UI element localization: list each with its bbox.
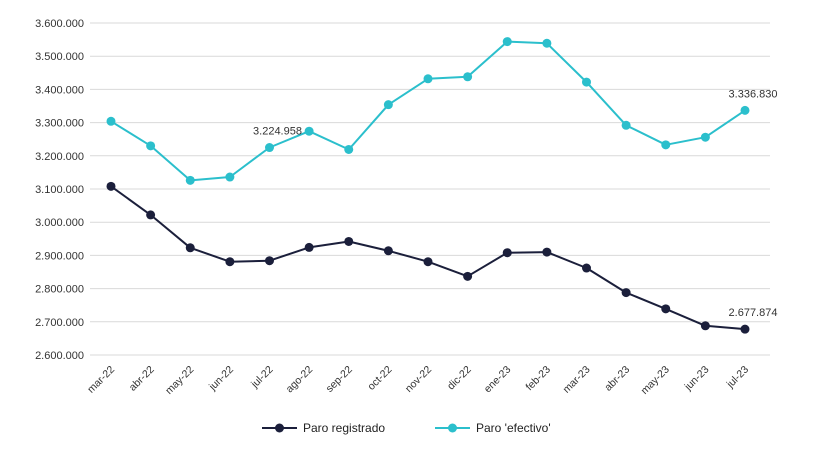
legend-swatch-marker <box>275 423 284 433</box>
data-point <box>740 105 750 115</box>
data-point <box>542 38 552 48</box>
data-point <box>463 72 473 82</box>
data-point <box>185 243 195 253</box>
data-labels: 3.224.958 3.336.830 2.677.874 <box>253 88 777 319</box>
data-point <box>106 181 116 191</box>
x-tick-label: jun-23 <box>682 364 712 394</box>
data-point <box>582 77 591 87</box>
data-point <box>225 172 235 182</box>
x-tick-label: oct-22 <box>365 364 394 393</box>
data-point <box>383 100 393 110</box>
y-tick-label: 3.100.000 <box>35 184 84 196</box>
x-tick-label: mar-23 <box>561 364 593 396</box>
data-point <box>423 74 433 84</box>
data-point <box>344 144 354 154</box>
data-point <box>502 37 512 47</box>
y-tick-label: 2.600.000 <box>35 350 84 362</box>
y-tick-label: 3.600.000 <box>35 18 84 30</box>
legend: Paro registrado Paro 'efectivo' <box>262 421 551 435</box>
x-tick-label: sep-22 <box>324 364 355 395</box>
series-lines <box>110 40 746 331</box>
y-tick-label: 3.200.000 <box>35 151 84 163</box>
data-point <box>740 324 750 334</box>
data-point <box>225 257 235 267</box>
x-tick-label: mar-22 <box>85 364 117 396</box>
data-point <box>463 271 473 281</box>
data-point <box>265 143 274 153</box>
x-tick-label: jul-22 <box>248 364 275 391</box>
y-tick-label: 3.500.000 <box>35 51 84 63</box>
series-points <box>106 37 750 334</box>
y-tick-label: 3.000.000 <box>35 217 84 229</box>
data-point <box>542 247 552 257</box>
data-label: 3.224.958 <box>253 126 302 138</box>
x-tick-label: ago-22 <box>284 364 316 396</box>
y-axis: 3.600.000 3.500.000 3.400.000 3.300.000 3.20… <box>35 18 84 362</box>
y-tick-label: 3.300.000 <box>35 118 84 130</box>
legend-swatch-marker <box>448 423 457 433</box>
series-line-1 <box>110 40 746 182</box>
y-tick-label: 2.900.000 <box>35 250 84 262</box>
data-point <box>344 236 354 246</box>
x-tick-label: abr-22 <box>127 364 157 394</box>
data-point <box>621 120 631 130</box>
x-tick-label: jul-23 <box>724 364 751 391</box>
data-point <box>661 304 671 314</box>
legend-label: Paro registrado <box>303 421 385 435</box>
data-label: 3.336.830 <box>729 88 778 100</box>
x-tick-label: abr-23 <box>602 364 632 394</box>
data-point <box>502 248 512 258</box>
x-axis: mar-22 abr-22 may-22 jun-22 jul-22 ago-22 sep-… <box>85 364 751 397</box>
data-point <box>106 116 116 126</box>
x-tick-label: ene-23 <box>482 364 514 396</box>
data-point <box>383 246 393 256</box>
data-point <box>661 140 671 150</box>
data-point <box>700 321 710 331</box>
x-tick-label: feb-23 <box>523 364 553 394</box>
data-point <box>304 242 314 252</box>
data-point <box>423 257 433 267</box>
y-tick-label: 3.400.000 <box>35 84 84 96</box>
data-point <box>265 256 274 266</box>
x-tick-label: dic-22 <box>445 364 474 393</box>
data-point <box>146 210 156 220</box>
x-tick-label: nov-22 <box>403 364 434 395</box>
legend-label: Paro 'efectivo' <box>476 421 551 435</box>
x-tick-label: may-22 <box>163 364 196 397</box>
data-point <box>304 126 314 136</box>
data-label: 2.677.874 <box>729 307 778 319</box>
y-tick-label: 2.700.000 <box>35 317 84 329</box>
y-tick-label: 2.800.000 <box>35 284 84 296</box>
data-point <box>582 263 591 273</box>
data-point <box>621 288 631 298</box>
x-tick-label: may-23 <box>639 364 672 397</box>
data-point <box>700 132 710 142</box>
data-point <box>146 141 156 151</box>
data-point <box>185 175 195 185</box>
gridlines <box>90 22 770 356</box>
x-tick-label: jun-22 <box>206 364 236 394</box>
